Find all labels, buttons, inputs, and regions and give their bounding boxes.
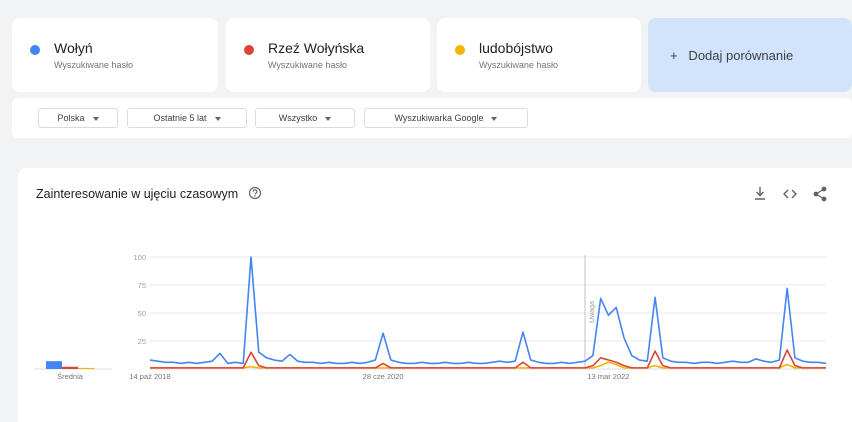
term-name: Rzeź Wołyńska: [268, 40, 365, 56]
add-comparison-card[interactable]: + Dodaj porównanie: [648, 18, 852, 92]
average-label: Średnia: [57, 372, 84, 381]
average-bar: [78, 367, 94, 369]
add-comparison-label: + Dodaj porównanie: [670, 48, 794, 63]
y-tick-label: 50: [138, 309, 146, 318]
x-tick-label: 14 paź 2018: [129, 372, 170, 381]
help-icon[interactable]: [248, 186, 262, 200]
term-color-dot: [30, 45, 40, 55]
filter-dropdown[interactable]: Wszystko: [255, 108, 355, 128]
interest-panel: Zainteresowanie w ujęciu czasowym: [18, 168, 852, 422]
filter-bar: Polska Ostatnie 5 lat Wszystko Wyszukiwa…: [12, 98, 852, 138]
term-name: Wołyń: [54, 40, 93, 56]
download-icon[interactable]: [755, 187, 765, 200]
filter-dropdown[interactable]: Wyszukiwarka Google: [364, 108, 528, 128]
term-subtitle: Wyszukiwane hasło: [268, 60, 347, 70]
series-line: [149, 256, 827, 365]
y-tick-label: 75: [138, 281, 146, 290]
y-tick-label: 100: [133, 253, 146, 262]
panel-title-text: Zainteresowanie w ujęciu czasowym: [36, 187, 239, 201]
average-bar: [46, 361, 62, 369]
embed-icon[interactable]: [783, 189, 797, 199]
term-subtitle: Wyszukiwane hasło: [479, 60, 558, 70]
term-color-dot: [455, 45, 465, 55]
x-tick-label: 13 mar 2022: [587, 372, 629, 381]
y-tick-label: 25: [138, 337, 146, 346]
term-card[interactable]: ludobójstwo Wyszukiwane hasło: [437, 18, 641, 92]
term-color-dot: [244, 45, 254, 55]
term-name: ludobójstwo: [479, 40, 553, 56]
x-tick-label: 28 cze 2020: [363, 372, 404, 381]
filter-dropdown[interactable]: Polska: [38, 108, 118, 128]
share-icon[interactable]: [813, 186, 827, 202]
annotation-label: Uwaga: [589, 301, 596, 323]
term-subtitle: Wyszukiwane hasło: [54, 60, 133, 70]
term-card[interactable]: Wołyń Wyszukiwane hasło: [12, 18, 218, 92]
average-bar: [62, 366, 78, 369]
panel-actions: [755, 186, 827, 202]
term-card[interactable]: Rzeź Wołyńska Wyszukiwane hasło: [226, 18, 430, 92]
series-line: [150, 349, 826, 369]
panel-title: Zainteresowanie w ujęciu czasowym: [36, 186, 262, 201]
filter-dropdown[interactable]: Ostatnie 5 lat: [127, 108, 247, 128]
